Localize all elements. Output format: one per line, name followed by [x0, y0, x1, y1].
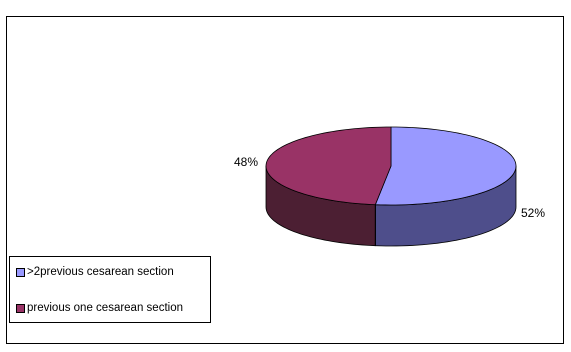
legend-label-greater-than-2: >2previous cesarean section	[27, 266, 174, 278]
legend-swatch-previous-one	[16, 303, 25, 313]
legend-item-greater-than-2: >2previous cesarean section	[16, 265, 174, 279]
slice-label-greater-than-2: 52%	[521, 206, 545, 220]
legend-swatch-greater-than-2	[16, 267, 25, 277]
legend: >2previous cesarean section previous one…	[9, 256, 211, 323]
slice-top-previous-one	[265, 126, 392, 206]
slice-top-greater-than-2	[374, 126, 517, 206]
pie-group	[265, 126, 517, 247]
legend-item-previous-one: previous one cesarean section	[16, 301, 183, 315]
legend-label-previous-one: previous one cesarean section	[27, 302, 183, 314]
slice-label-previous-one: 48%	[234, 155, 258, 169]
